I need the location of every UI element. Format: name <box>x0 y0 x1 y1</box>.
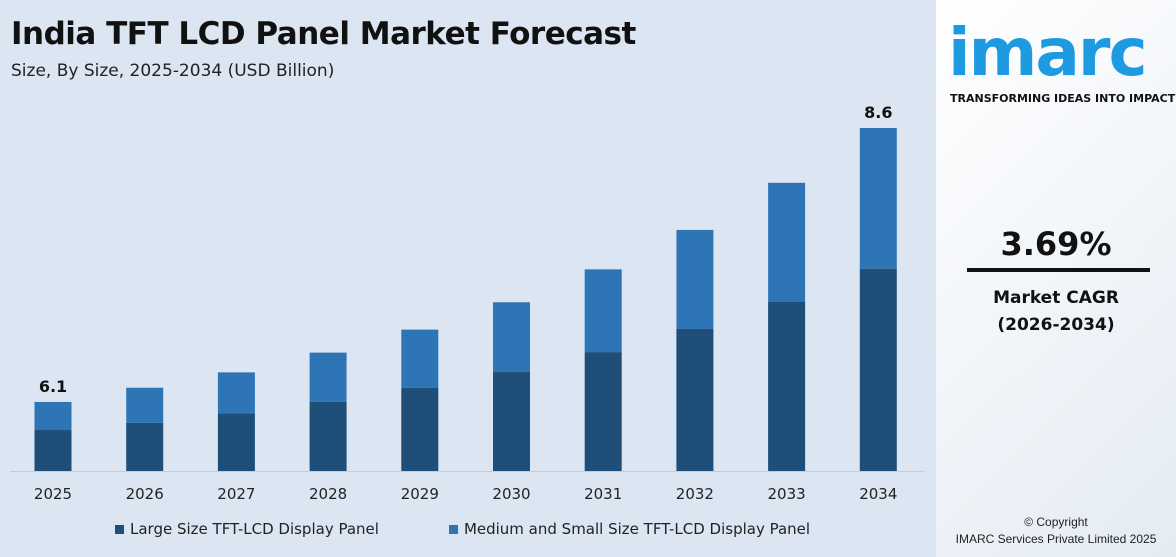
cagr-label: Market CAGR (2026-2034) <box>936 285 1176 339</box>
bar-large-2027 <box>217 413 255 471</box>
x-tick-label: 2026 <box>126 485 164 503</box>
x-tick-label: 2027 <box>217 485 255 503</box>
tagline: TRANSFORMING IDEAS INTO IMPACT <box>950 92 1176 105</box>
bar-medium-2025 <box>34 401 72 431</box>
cagr-value: 3.69% <box>1000 225 1112 263</box>
copyright-line-1: © Copyright <box>1024 515 1088 529</box>
chart-panel: India TFT LCD Panel Market Forecast Size… <box>10 16 925 538</box>
legend-label: Medium and Small Size TFT-LCD Display Pa… <box>463 520 811 538</box>
legend: Large Size TFT-LCD Display Panel Medium … <box>115 520 810 538</box>
bar-large-2028 <box>309 401 347 471</box>
legend-item-medium: Medium and Small Size TFT-LCD Display Pa… <box>448 520 811 538</box>
bar-chart: 2025 6.1 2026 2027 2028 2029 2030 2031 2032 2033 2… <box>10 103 925 503</box>
bar-medium-2030 <box>493 302 530 373</box>
bar-large-2025 <box>34 430 72 471</box>
legend-label: Large Size TFT-LCD Display Panel <box>130 520 379 538</box>
copyright-line-2: IMARC Services Private Limited 2025 <box>955 532 1157 546</box>
divider <box>967 268 1150 272</box>
bar-large-2030 <box>493 372 530 471</box>
x-tick-label: 2025 <box>34 485 72 503</box>
data-label: 8.6 <box>864 103 892 122</box>
x-tick-label: 2034 <box>859 485 897 503</box>
bar-medium-2026 <box>126 387 164 423</box>
legend-item-large: Large Size TFT-LCD Display Panel <box>115 520 379 538</box>
x-tick-label: 2028 <box>309 485 347 503</box>
legend-swatch <box>115 524 124 534</box>
x-tick-label: 2030 <box>492 485 530 503</box>
bar-large-2032 <box>676 328 714 471</box>
bar-medium-2027 <box>217 372 255 414</box>
bar-medium-2032 <box>676 229 714 329</box>
cagr-label-1: Market CAGR <box>993 288 1119 308</box>
bar-large-2033 <box>768 301 806 471</box>
bar-large-2031 <box>584 352 622 471</box>
page-title: India TFT LCD Panel Market Forecast <box>11 16 636 52</box>
brand-panel: imarc TRANSFORMING IDEAS INTO IMPACT 3.6… <box>936 0 1176 557</box>
bar-medium-2033 <box>768 182 806 302</box>
cagr-label-2: (2026-2034) <box>997 315 1115 335</box>
x-tick-label: 2031 <box>584 485 622 503</box>
bar-large-2029 <box>401 387 439 471</box>
x-tick-label: 2033 <box>768 485 806 503</box>
bar-medium-2031 <box>584 269 622 353</box>
bar-large-2026 <box>126 422 164 471</box>
bar-medium-2034 <box>859 128 897 269</box>
bar-medium-2029 <box>401 329 439 388</box>
imarc-logo: imarc <box>948 14 1148 91</box>
legend-swatch <box>448 524 458 534</box>
bar-large-2034 <box>859 268 897 471</box>
x-tick-label: 2032 <box>676 485 714 503</box>
x-tick-label: 2029 <box>401 485 439 503</box>
chart-subtitle: Size, By Size, 2025-2034 (USD Billion) <box>11 61 335 81</box>
bar-medium-2028 <box>309 352 347 402</box>
copyright: © Copyright IMARC Services Private Limite… <box>936 514 1176 548</box>
data-label: 6.1 <box>39 377 67 396</box>
